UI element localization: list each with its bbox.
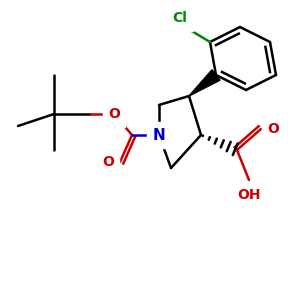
Text: N: N — [153, 128, 165, 142]
Text: Cl: Cl — [172, 11, 188, 25]
Text: O: O — [108, 107, 120, 121]
Text: O: O — [102, 155, 114, 169]
Polygon shape — [189, 70, 220, 96]
Text: O: O — [267, 122, 279, 136]
Text: OH: OH — [237, 188, 261, 202]
